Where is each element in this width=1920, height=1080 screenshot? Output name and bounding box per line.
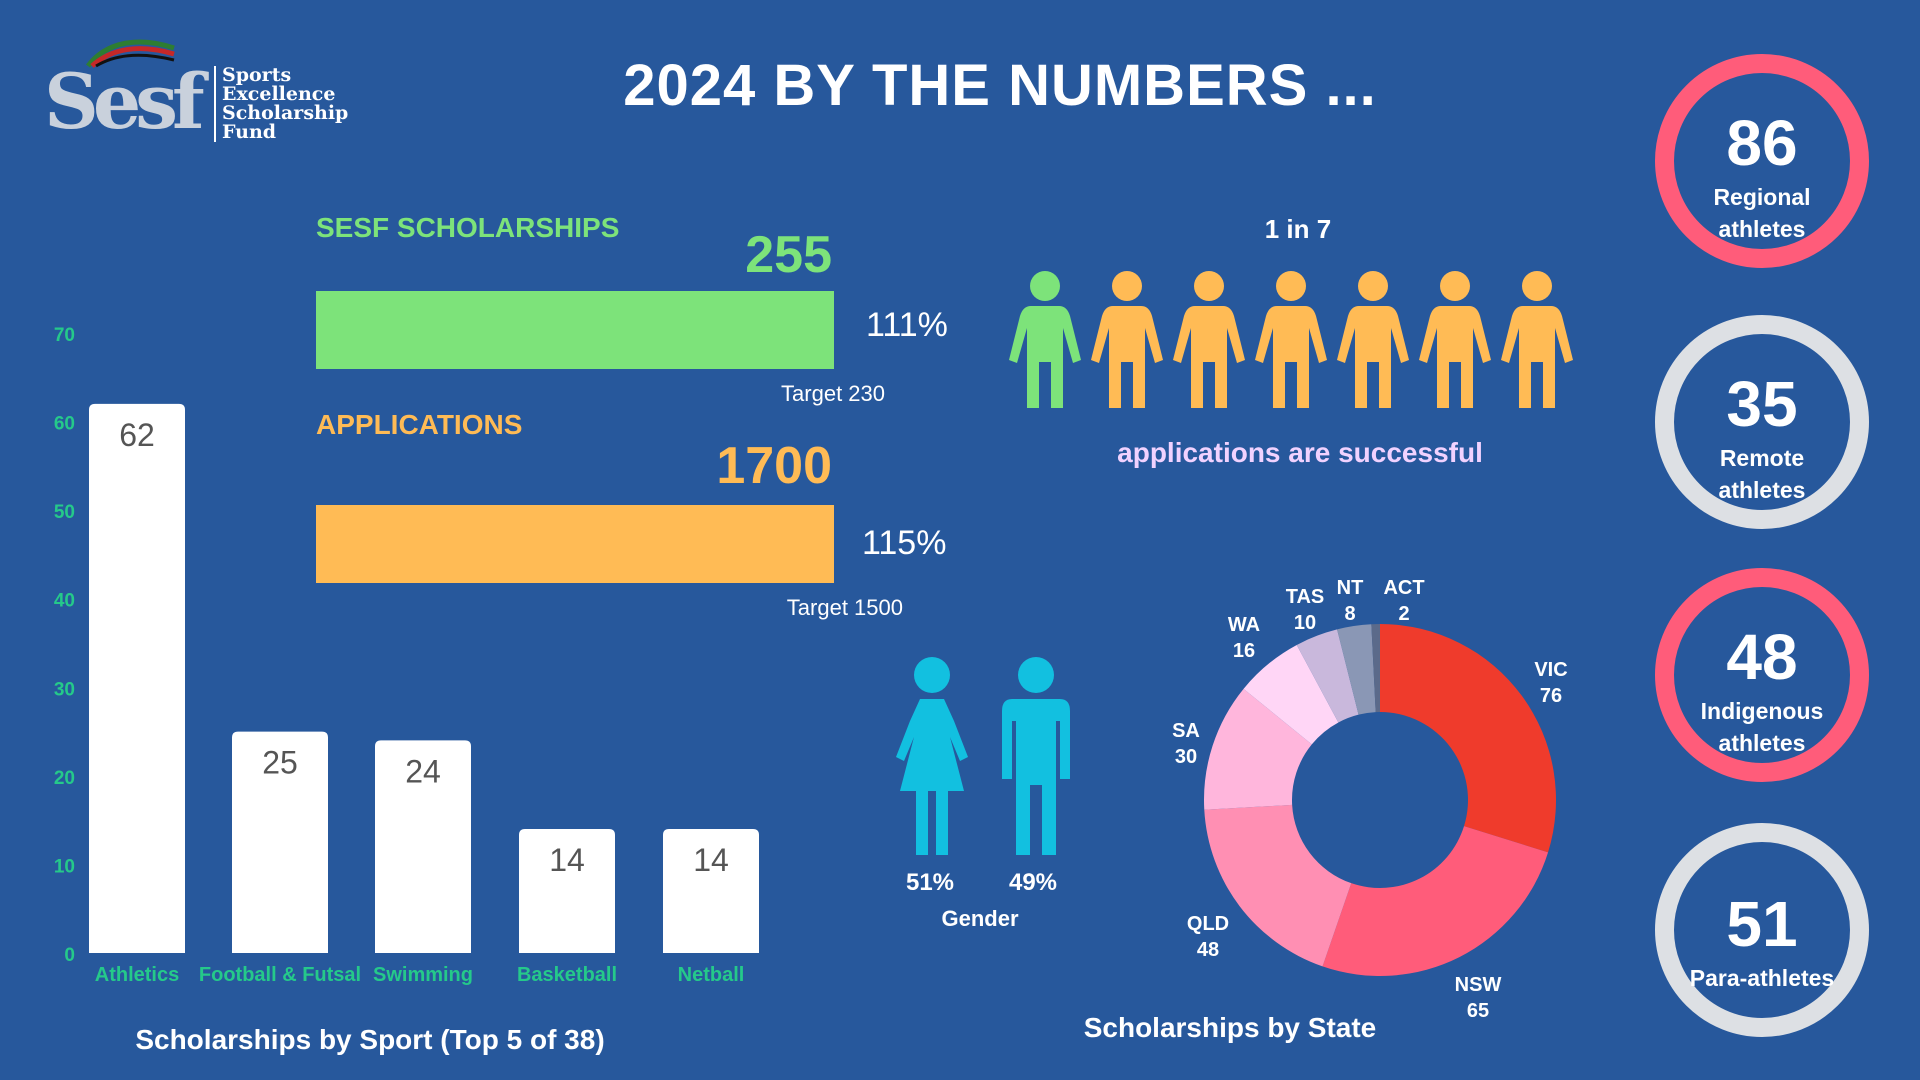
gender-icons	[896, 657, 1070, 855]
slice-label: QLD	[1187, 913, 1229, 935]
logo-text: Sports Excellence Scholarship Fund	[214, 66, 348, 142]
female-percent: 51%	[905, 869, 955, 896]
donut-slice	[1204, 688, 1312, 810]
bar-value-label: 62	[119, 417, 155, 453]
y-tick-label: 0	[64, 945, 75, 966]
x-tick-label: Athletics	[95, 964, 179, 986]
bar-value-label: 25	[262, 745, 298, 781]
donut-slice	[1322, 826, 1549, 976]
y-tick-label: 70	[54, 325, 75, 346]
scholarships-percent: 111%	[866, 306, 948, 344]
state-chart-title: Scholarships by State	[1083, 1012, 1377, 1043]
ratio-title: 1 in 7	[1264, 214, 1332, 244]
slice-value-label: 65	[1467, 1000, 1489, 1020]
person-icon	[1501, 271, 1573, 408]
x-tick-label: Football & Futsal	[199, 964, 361, 986]
slice-value-label: 16	[1233, 640, 1255, 662]
slice-value-label: 30	[1175, 746, 1197, 768]
applications-value: 1700	[716, 437, 832, 495]
slice-label: TAS	[1286, 586, 1325, 608]
remote-stat-circle: 35 Remote athletes	[1655, 315, 1869, 529]
slice-label: NT	[1337, 577, 1364, 599]
para-athletes-stat-circle: 51 Para-athletes	[1655, 823, 1869, 1037]
regional-label: Regional athletes	[1713, 184, 1811, 242]
bar	[519, 829, 615, 953]
person-icon	[1337, 271, 1409, 408]
people-icons	[1009, 271, 1573, 408]
ratio-caption: applications are successful	[1117, 437, 1483, 468]
slice-value-label: 2	[1398, 603, 1409, 625]
female-icon	[896, 657, 968, 855]
donut-slice	[1337, 624, 1376, 715]
para-athletes-value: 51	[1726, 888, 1798, 960]
slice-label: VIC	[1534, 659, 1567, 681]
male-icon	[1002, 657, 1070, 855]
remote-label: Remote athletes	[1718, 445, 1806, 503]
bar	[232, 731, 328, 953]
gender-title: Gender	[941, 906, 1019, 931]
donut-slice	[1296, 629, 1359, 723]
logo-mark: Sesf	[44, 57, 205, 146]
bar-value-label: 14	[693, 842, 729, 878]
male-percent: 49%	[1008, 869, 1058, 896]
para-athletes-label: Para-athletes	[1689, 965, 1835, 991]
bar	[375, 740, 471, 953]
indigenous-stat-circle: 48 Indigenous athletes	[1655, 568, 1869, 782]
person-icon	[1009, 271, 1081, 408]
remote-value: 35	[1726, 368, 1798, 440]
state-donut-chart: VIC 76 NSW 65 QLD 48 SA 30 WA 16 TAS 10 NT 8 ACT 2	[1172, 577, 1568, 1020]
slice-value-label: 76	[1540, 685, 1562, 707]
x-tick-label: Netball	[678, 964, 745, 986]
slice-value-label: 8	[1344, 603, 1355, 625]
person-icon	[1419, 271, 1491, 408]
donut-slice	[1380, 624, 1556, 853]
bar	[663, 829, 759, 953]
slice-value-label: 48	[1197, 939, 1219, 961]
x-tick-label: Basketball	[517, 964, 617, 986]
y-tick-label: 60	[54, 414, 75, 435]
person-icon	[1173, 271, 1245, 408]
donut-slice	[1204, 804, 1352, 967]
person-icon	[1091, 271, 1163, 408]
donut-slice	[1243, 644, 1339, 745]
scholarships-title: SESF SCHOLARSHIPS	[316, 212, 620, 243]
sport-bar-chart: 0 10 20 30 40 50 60 70 62 Athletics 25 Football & F…	[54, 325, 759, 986]
logo-swoosh-icon	[86, 39, 175, 68]
sesf-logo: Sesf Sports Excellence Scholarship Fund	[44, 36, 348, 146]
indigenous-label: Indigenous athletes	[1700, 698, 1824, 756]
regional-value: 86	[1726, 107, 1798, 179]
bar-value-label: 14	[549, 842, 585, 878]
person-icon	[1255, 271, 1327, 408]
slice-label: SA	[1172, 720, 1200, 742]
slice-label: WA	[1228, 614, 1260, 636]
y-tick-label: 40	[54, 591, 75, 612]
scholarships-progress-bar	[316, 291, 834, 369]
applications-target: Target 1500	[786, 595, 903, 620]
sport-chart-title: Scholarships by Sport (Top 5 of 38)	[135, 1024, 605, 1055]
bar	[89, 403, 185, 953]
applications-progress-bar	[316, 505, 834, 583]
slice-value-label: 10	[1294, 612, 1316, 634]
y-tick-label: 30	[54, 679, 75, 700]
scholarships-target: Target 230	[781, 381, 885, 406]
slice-label: ACT	[1383, 577, 1424, 599]
y-tick-label: 20	[54, 768, 75, 789]
page-title: 2024 BY THE NUMBERS ...	[623, 53, 1377, 118]
scholarships-value: 255	[745, 226, 832, 284]
slice-label: NSW	[1455, 974, 1502, 996]
regional-stat-circle: 86 Regional athletes	[1655, 54, 1869, 268]
applications-title: APPLICATIONS	[316, 409, 523, 440]
bar-value-label: 24	[405, 753, 441, 789]
donut-slice	[1371, 624, 1380, 713]
x-tick-label: Swimming	[373, 964, 473, 986]
y-tick-label: 10	[54, 856, 75, 877]
y-tick-label: 50	[54, 502, 75, 523]
indigenous-value: 48	[1726, 621, 1798, 693]
applications-percent: 115%	[862, 524, 947, 562]
